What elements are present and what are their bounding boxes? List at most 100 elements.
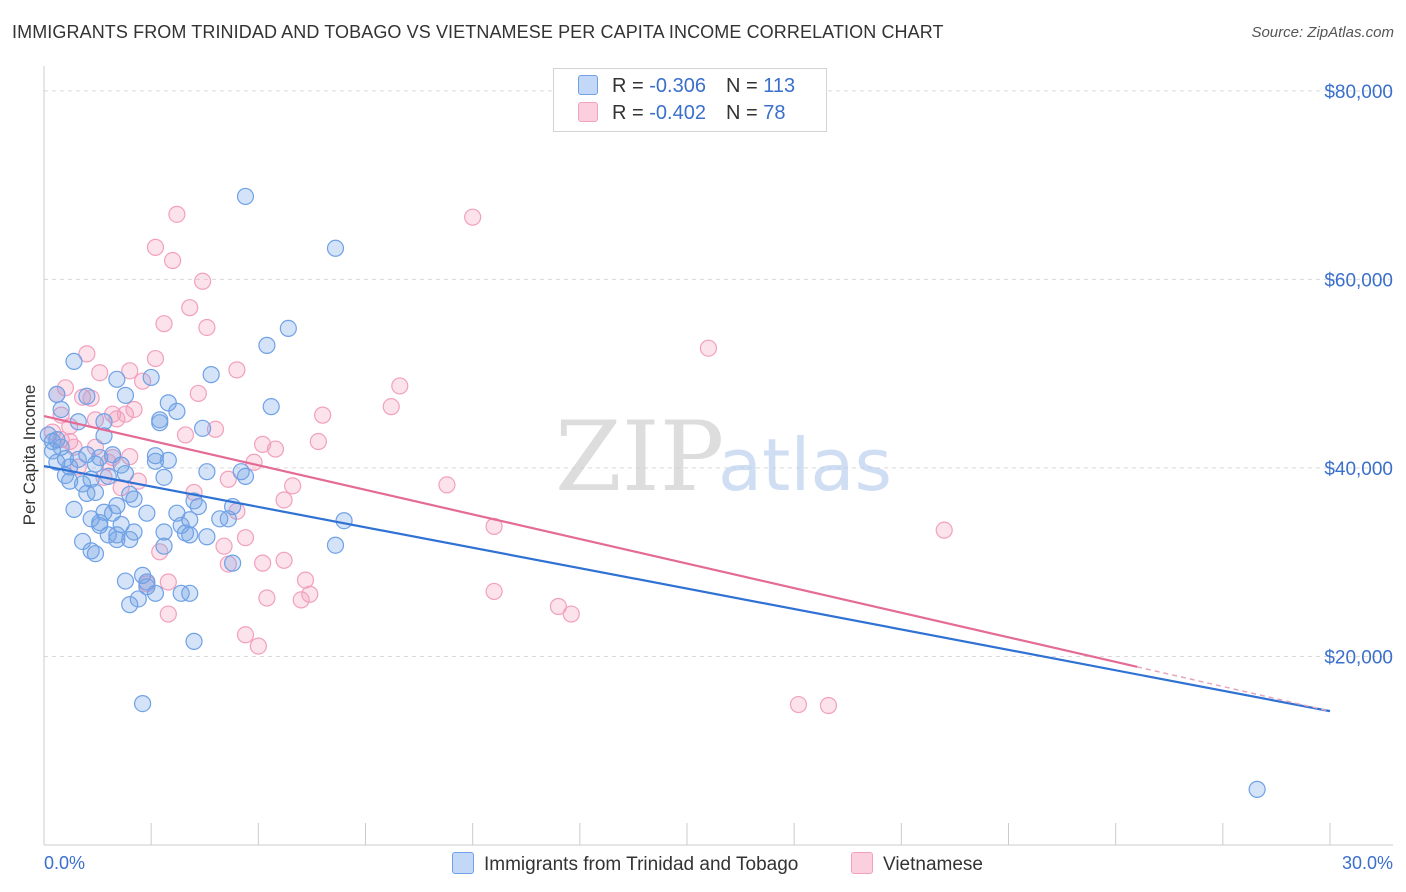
point-trinidad <box>133 694 152 713</box>
point-vietnamese <box>236 529 255 547</box>
series-trinidad-points <box>39 187 1266 798</box>
point-trinidad <box>116 572 135 590</box>
legend-r-value: -0.306 <box>649 75 706 97</box>
point-trinidad <box>138 573 156 591</box>
point-vietnamese <box>125 400 143 419</box>
point-vietnamese <box>176 426 195 444</box>
y-tick-label: $40,000 <box>1324 459 1393 480</box>
point-trinidad <box>146 584 165 602</box>
point-vietnamese <box>228 361 246 379</box>
point-vietnamese <box>133 372 152 390</box>
legend-r-label: R = <box>612 102 650 124</box>
point-trinidad <box>326 239 345 257</box>
point-trinidad <box>189 497 207 516</box>
chart-title: IMMIGRANTS FROM TRINIDAD AND TOBAGO VS V… <box>12 22 944 42</box>
point-trinidad <box>108 370 126 388</box>
trend-extension-vietnamese <box>1136 666 1331 712</box>
point-vietnamese <box>391 377 409 395</box>
point-vietnamese <box>91 364 109 382</box>
y-tick-label: $60,000 <box>1324 270 1393 291</box>
point-vietnamese <box>159 605 177 623</box>
point-trinidad <box>65 500 83 519</box>
point-trinidad <box>159 451 177 469</box>
point-vietnamese <box>236 626 255 644</box>
legend-r-label: R = <box>612 75 650 97</box>
point-vietnamese <box>382 398 400 416</box>
y-tick-label: $20,000 <box>1324 647 1393 668</box>
point-vietnamese <box>159 573 177 591</box>
point-trinidad <box>73 475 92 493</box>
point-trinidad <box>108 497 126 515</box>
point-trinidad <box>194 419 212 437</box>
point-trinidad <box>224 554 242 572</box>
point-trinidad <box>262 398 280 416</box>
point-trinidad <box>52 438 70 456</box>
point-vietnamese <box>249 637 267 655</box>
point-trinidad <box>1248 780 1266 798</box>
point-trinidad <box>155 468 173 486</box>
point-vietnamese <box>549 597 568 616</box>
point-trinidad <box>236 467 255 486</box>
point-vietnamese <box>189 384 207 403</box>
point-vietnamese <box>164 251 182 270</box>
point-trinidad <box>279 319 297 338</box>
point-vietnamese <box>309 432 327 451</box>
y-axis-label: Per Capita Income <box>20 384 39 526</box>
point-vietnamese <box>296 571 315 589</box>
point-vietnamese <box>194 272 212 290</box>
point-trinidad <box>65 352 83 371</box>
point-trinidad <box>181 511 199 529</box>
legend-n-value: 78 <box>763 102 786 124</box>
point-vietnamese <box>121 362 139 380</box>
watermark-zip: ZIP <box>555 401 724 513</box>
bottom-legend-swatch-vietnamese <box>851 852 873 874</box>
point-trinidad <box>69 450 87 469</box>
point-vietnamese <box>116 405 135 423</box>
point-trinidad <box>61 472 79 490</box>
point-trinidad <box>112 515 130 534</box>
point-trinidad <box>138 504 156 522</box>
point-vietnamese <box>219 470 237 488</box>
point-vietnamese <box>292 591 310 609</box>
watermark-atlas: atlas <box>718 423 892 507</box>
x-tick-label: 0.0% <box>44 853 85 873</box>
point-vietnamese <box>198 318 216 337</box>
legend-row-trinidad: R = -0.306 N = 113 <box>578 75 795 101</box>
point-vietnamese <box>168 205 186 223</box>
point-trinidad <box>142 368 160 387</box>
y-tick-label: $80,000 <box>1324 82 1393 103</box>
point-trinidad <box>48 385 66 403</box>
point-trinidad <box>86 483 105 502</box>
point-trinidad <box>146 447 165 465</box>
point-vietnamese <box>56 379 75 397</box>
point-vietnamese <box>314 406 332 424</box>
point-trinidad <box>91 514 109 532</box>
point-trinidad <box>258 336 276 354</box>
legend-swatch-vietnamese <box>578 102 598 122</box>
watermark: ZIP atlas <box>555 401 892 513</box>
point-vietnamese <box>206 420 225 438</box>
axes <box>43 66 1393 846</box>
point-trinidad <box>146 452 165 470</box>
point-vietnamese <box>181 299 199 317</box>
legend-r-value: -0.402 <box>649 102 706 124</box>
point-vietnamese <box>258 589 276 607</box>
point-trinidad <box>56 449 75 468</box>
point-vietnamese <box>254 435 272 453</box>
point-trinidad <box>86 545 105 563</box>
point-vietnamese <box>789 695 808 714</box>
point-vietnamese <box>301 585 319 603</box>
x-tick-label: 30.0% <box>1342 853 1393 873</box>
point-trinidad <box>236 187 255 206</box>
point-trinidad <box>151 414 169 432</box>
point-vietnamese <box>464 208 482 226</box>
point-trinidad <box>202 366 220 384</box>
point-vietnamese <box>562 605 580 623</box>
legend-n-label: N = <box>725 75 764 97</box>
point-vietnamese <box>146 349 165 368</box>
bottom-legend-label-trinidad: Immigrants from Trinidad and Tobago <box>484 854 799 875</box>
point-vietnamese <box>78 345 96 363</box>
point-trinidad <box>78 446 96 464</box>
point-trinidad <box>181 584 199 602</box>
